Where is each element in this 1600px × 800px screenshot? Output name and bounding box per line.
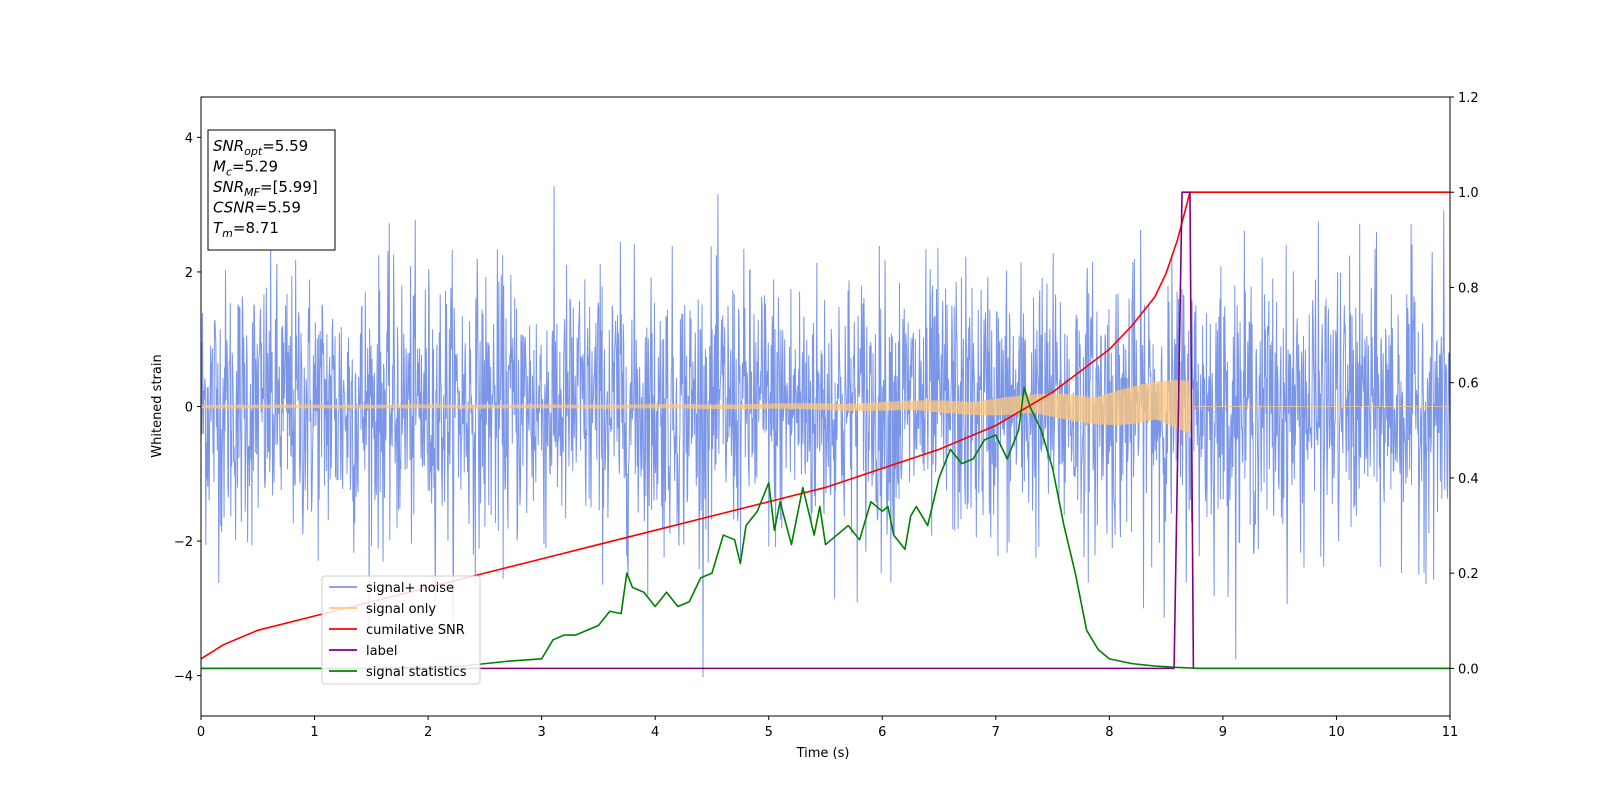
x-tick-label: 5 [765,725,773,740]
annotation-line: SNRopt=5.59 [213,137,308,158]
y-tick-label-left: −2 [174,535,193,550]
y-tick-label-left: −4 [174,670,193,685]
y-tick-label-left: 0 [185,401,193,416]
annotation-line: Tm=8.71 [213,219,279,240]
y-tick-label-right: 0.2 [1458,567,1479,582]
x-tick-label: 4 [651,725,659,740]
x-tick-label: 10 [1328,725,1345,740]
signal-statistics-line [201,386,1450,670]
annotation-frame [207,129,336,251]
y-axis-right: 0.0 0.2 0.4 0.6 0.8 1.0 1.2 [1450,91,1479,677]
x-tick-label: 7 [992,725,1000,740]
y-tick-label-right: 0.4 [1458,472,1479,487]
annotation-line: SNRMF=[5.99] [213,178,318,199]
x-tick-label: 6 [878,725,886,740]
x-tick-label: 8 [1105,725,1113,740]
legend-entry: signal only [366,602,436,617]
y-tick-label-right: 1.2 [1458,91,1479,106]
y-axis-left: −4 −2 0 2 4 [174,131,201,685]
legend-entry: signal+ noise [366,581,454,596]
x-tick-label: 1 [310,725,318,740]
y-tick-label-right: 0.6 [1458,377,1479,392]
series-signal-noise [201,186,1450,678]
signal-only-line [201,380,1450,434]
series-signal-only [201,380,1450,434]
signal-noise-line [201,186,1450,678]
y-tick-label-right: 0.8 [1458,281,1479,296]
x-axis-label: Time (s) [796,746,850,761]
y-tick-label-right: 1.0 [1458,186,1479,201]
x-axis: 0 1 2 3 4 5 6 7 8 9 10 11 [197,716,1458,740]
x-tick-label: 9 [1219,725,1227,740]
y-axis-label: Whitened strain [150,354,165,457]
annotation-line: Mc=5.29 [213,158,278,179]
x-tick-label: 2 [424,725,432,740]
legend-entry: label [366,644,397,659]
y-tick-label-left: 4 [185,131,193,146]
y-tick-label-right: 0.0 [1458,662,1479,677]
x-tick-label: 0 [197,725,205,740]
y-tick-label-left: 2 [185,266,193,281]
legend-frame [321,575,481,685]
series-signal-statistics [201,386,1450,670]
annotation-line: CSNR=5.59 [213,199,301,217]
legend-entry: cumilative SNR [366,623,465,638]
legend-entry: signal statistics [366,665,467,680]
x-tick-label: 3 [537,725,545,740]
x-tick-label: 11 [1442,725,1459,740]
legend: signal+ noise signal only cumilative SNR la… [321,575,481,685]
